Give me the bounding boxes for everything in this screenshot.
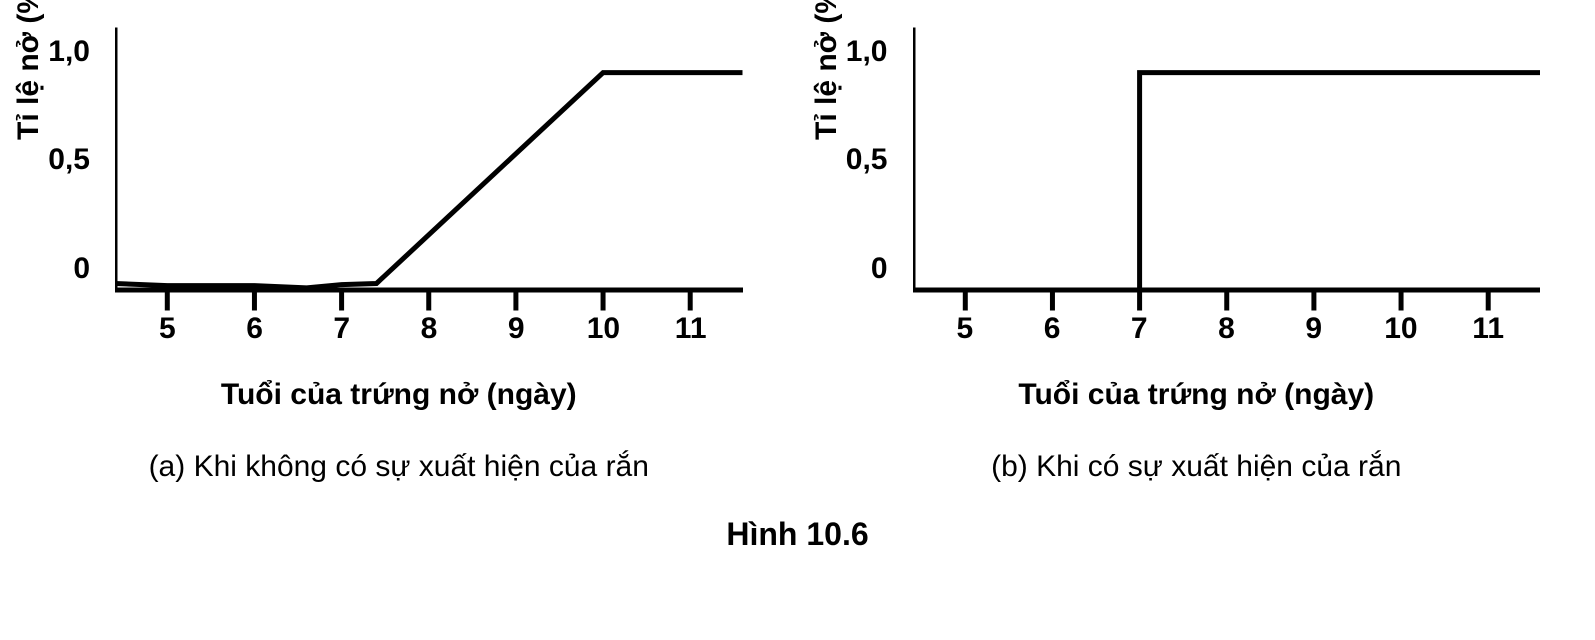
figure-title: Hình 10.6 [0, 516, 1595, 553]
xtick-label: 5 [956, 312, 973, 346]
xtick-label: 10 [587, 312, 620, 346]
panel-b-caption: (b) Khi có sự xuất hiện của rắn [818, 450, 1576, 484]
panel-b-chart: 567891011 [913, 20, 1541, 320]
xtick-label: 10 [1384, 312, 1417, 346]
panels-row: Tỉ lệ nở (%) 567891011 Tuổi của trứng nở… [0, 0, 1595, 494]
xtick-label: 6 [246, 312, 263, 346]
ytick-label: 0 [840, 252, 888, 286]
panel-a-xlabel: Tuổi của trứng nở (ngày) [20, 378, 778, 412]
ytick-label: 1,0 [840, 35, 888, 69]
xtick-label: 11 [1472, 312, 1504, 346]
ytick-label: 1,0 [42, 35, 90, 69]
panel-b: Tỉ lệ nở (%) 567891011 Tuổi của trứng nở… [798, 0, 1595, 494]
ytick-label: 0,5 [840, 143, 888, 177]
xtick-label: 9 [508, 312, 525, 346]
xtick-label: 5 [159, 312, 176, 346]
panel-a-svg [115, 20, 743, 320]
xtick-label: 6 [1044, 312, 1061, 346]
ytick-label: 0,5 [42, 143, 90, 177]
panel-b-ylabel: Tỉ lệ nở (%) [810, 0, 844, 140]
panel-b-xlabel: Tuổi của trứng nở (ngày) [818, 378, 1576, 412]
panel-a-ylabel: Tỉ lệ nở (%) [12, 0, 46, 140]
panel-b-svg [913, 20, 1541, 320]
panel-a-caption: (a) Khi không có sự xuất hiện của rắn [20, 450, 778, 484]
panel-a-chart: 567891011 [115, 20, 743, 320]
panel-a: Tỉ lệ nở (%) 567891011 Tuổi của trứng nở… [0, 0, 798, 494]
xtick-label: 7 [333, 312, 350, 346]
xtick-label: 8 [1218, 312, 1235, 346]
xtick-label: 7 [1131, 312, 1148, 346]
xtick-label: 9 [1305, 312, 1322, 346]
xtick-label: 11 [675, 312, 707, 346]
ytick-label: 0 [42, 252, 90, 286]
xtick-label: 8 [421, 312, 438, 346]
